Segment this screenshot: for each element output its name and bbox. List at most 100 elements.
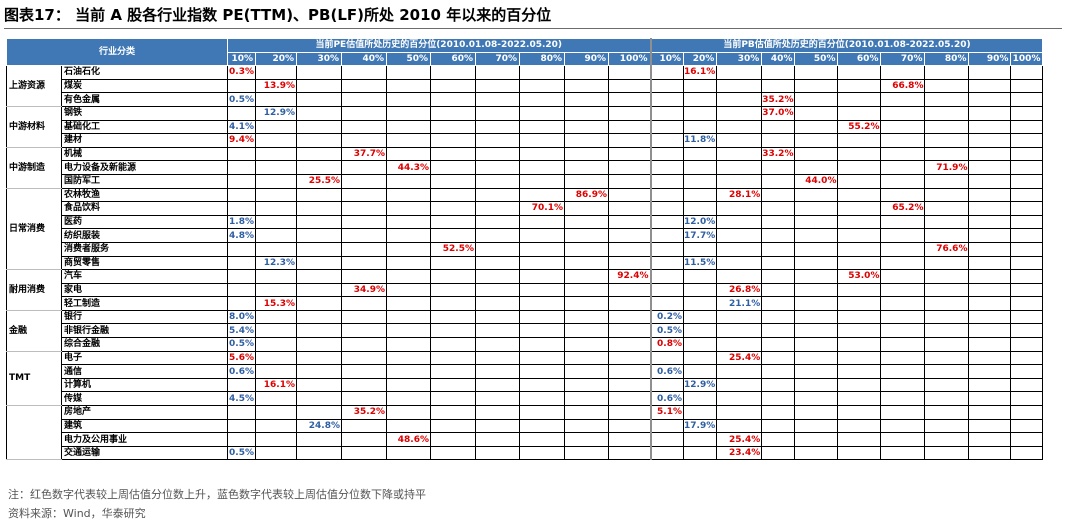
pb-percentile-value: 53.0%	[837, 269, 882, 284]
empty-cell	[296, 119, 342, 135]
empty-cell	[296, 282, 342, 298]
empty-cell	[837, 173, 882, 189]
industry-name: 非银行金融	[61, 323, 228, 339]
empty-cell	[430, 133, 476, 148]
empty-cell	[880, 309, 926, 325]
industry-name: 计算机	[61, 377, 228, 393]
empty-cell	[794, 228, 839, 243]
empty-cell	[341, 323, 387, 339]
empty-cell	[341, 296, 387, 311]
empty-cell	[608, 92, 651, 107]
industry-name: 医药	[61, 214, 228, 230]
industry-name: 综合金融	[61, 337, 228, 352]
table-row: 传媒 4.5% 0.6%	[7, 391, 1044, 407]
empty-cell	[649, 432, 684, 447]
empty-cell	[837, 146, 882, 162]
empty-cell	[430, 160, 476, 175]
empty-cell	[564, 78, 609, 94]
empty-cell	[794, 241, 839, 257]
empty-cell	[475, 445, 520, 461]
empty-cell	[519, 187, 565, 203]
empty-cell	[475, 241, 520, 257]
empty-cell	[519, 119, 565, 135]
empty-cell	[794, 309, 839, 325]
empty-cell	[837, 160, 882, 175]
empty-cell	[519, 445, 565, 461]
empty-cell	[475, 309, 520, 325]
empty-cell	[608, 432, 651, 447]
empty-cell	[880, 323, 926, 339]
empty-cell	[519, 105, 565, 121]
pe-percentile-header: 90%	[564, 51, 609, 67]
empty-cell	[682, 105, 718, 121]
empty-cell	[255, 65, 297, 80]
pb-percentile-value: 25.4%	[716, 432, 763, 447]
empty-cell	[924, 255, 970, 271]
empty-cell	[296, 214, 342, 230]
empty-cell	[386, 269, 431, 284]
table-row: 轻工制造 15.3% 21.1%	[7, 296, 1044, 311]
empty-cell	[880, 418, 926, 434]
empty-cell	[880, 228, 926, 243]
empty-cell	[880, 337, 926, 352]
empty-cell	[924, 65, 970, 80]
empty-cell	[837, 418, 882, 434]
table-row: 电力及公用事业 48.6% 25.4%	[7, 432, 1044, 447]
empty-cell	[880, 133, 926, 148]
empty-cell	[341, 133, 387, 148]
empty-cell	[386, 78, 431, 94]
empty-cell	[880, 391, 926, 407]
empty-cell	[341, 377, 387, 393]
pe-percentile-value: 44.3%	[386, 160, 431, 175]
empty-cell	[475, 173, 520, 189]
empty-cell	[564, 309, 609, 325]
empty-cell	[296, 65, 342, 80]
empty-cell	[296, 350, 342, 366]
empty-cell	[341, 445, 387, 461]
industry-name: 有色金属	[61, 92, 228, 107]
empty-cell	[837, 282, 882, 298]
empty-cell	[1010, 133, 1044, 148]
group-label	[6, 405, 62, 461]
industry-header: 行业分类	[6, 37, 228, 67]
empty-cell	[880, 432, 926, 447]
empty-cell	[649, 269, 684, 284]
empty-cell	[296, 377, 342, 393]
empty-cell	[761, 201, 796, 216]
pb-percentile-value: 0.5%	[649, 323, 684, 339]
empty-cell	[519, 160, 565, 175]
empty-cell	[227, 405, 256, 420]
empty-cell	[430, 78, 476, 94]
table-row: 商贸零售 12.3% 11.5%	[7, 255, 1044, 271]
empty-cell	[682, 309, 718, 325]
table-row: 综合金融 0.5% 0.8%	[7, 337, 1044, 352]
empty-cell	[761, 445, 796, 461]
empty-cell	[255, 133, 297, 148]
table-row: 家电 34.9% 26.8%	[7, 282, 1044, 298]
empty-cell	[968, 255, 1012, 271]
empty-cell	[924, 377, 970, 393]
empty-cell	[761, 418, 796, 434]
pb-percentile-value: 35.2%	[761, 92, 796, 107]
empty-cell	[880, 187, 926, 203]
empty-cell	[227, 105, 256, 121]
empty-cell	[794, 418, 839, 434]
empty-cell	[1010, 418, 1044, 434]
pb-header: 当前PB估值所处历史的百分位(2010.01.08-2022.05.20)	[649, 38, 1044, 53]
empty-cell	[227, 418, 256, 434]
empty-cell	[430, 187, 476, 203]
empty-cell	[1010, 241, 1044, 257]
empty-cell	[296, 405, 342, 420]
empty-cell	[794, 405, 839, 420]
empty-cell	[924, 201, 970, 216]
table-row: 中游制造 机械 37.7% 33.2%	[6, 146, 1044, 189]
empty-cell	[794, 78, 839, 94]
empty-cell	[761, 133, 796, 148]
empty-cell	[386, 309, 431, 325]
empty-cell	[296, 105, 342, 121]
empty-cell	[649, 201, 684, 216]
empty-cell	[1010, 214, 1044, 230]
empty-cell	[1010, 119, 1044, 135]
pe-percentile-value: 5.4%	[227, 323, 256, 339]
empty-cell	[430, 445, 476, 461]
